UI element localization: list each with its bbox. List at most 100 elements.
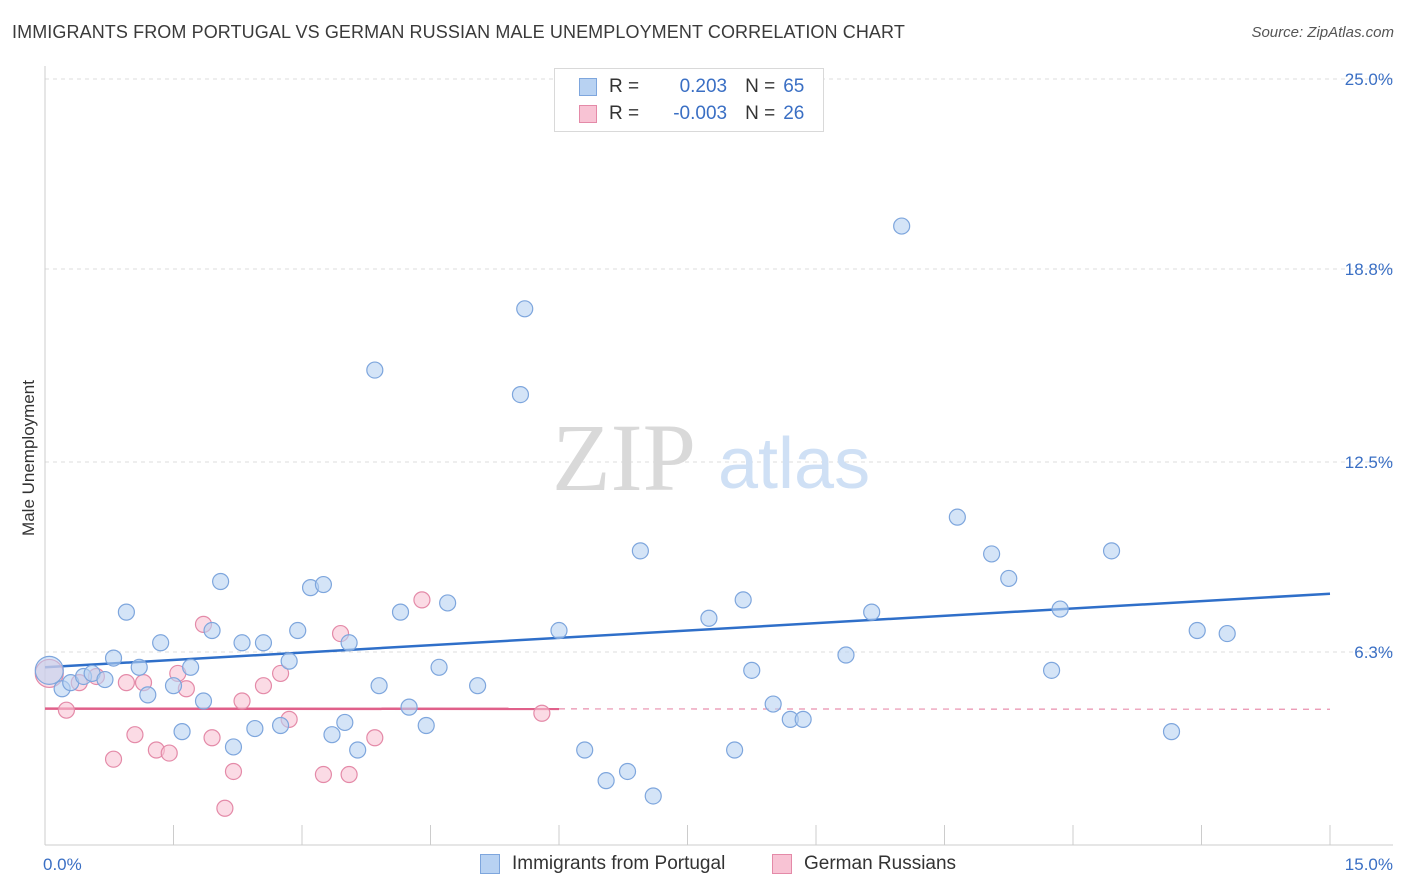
portugal-point-45 <box>644 787 662 805</box>
portugal-point-21 <box>271 716 290 735</box>
portugal-point-59 <box>1042 661 1061 679</box>
portugal-point-48 <box>734 591 752 609</box>
portugal-point-54 <box>863 603 881 621</box>
portugal-point-37 <box>469 677 487 695</box>
legend-n-label: N = <box>745 103 776 124</box>
german-russian-point-13 <box>203 729 221 747</box>
trend-lines <box>44 592 1331 711</box>
portugal-point-43 <box>618 762 637 781</box>
german-russian-point-9 <box>160 744 178 762</box>
german-russian-point-18 <box>271 664 290 683</box>
portugal-point-46 <box>700 609 718 627</box>
portugal-point-47 <box>726 741 744 759</box>
portugal-point-5 <box>96 670 114 689</box>
portugal-point-40 <box>550 621 568 640</box>
portugal-point-11 <box>164 677 183 695</box>
legend-swatch-pink <box>579 105 597 123</box>
portugal-point-38 <box>511 385 530 404</box>
portugal-point-7 <box>117 603 135 621</box>
portugal-point-52 <box>794 710 812 728</box>
portugal-point-35 <box>430 658 448 676</box>
portugal-point-64 <box>1218 624 1236 643</box>
data-points <box>34 217 1236 817</box>
portugal-point-53 <box>837 646 855 664</box>
portugal-point-55 <box>893 217 911 235</box>
portugal-point-41 <box>576 741 594 759</box>
portugal-point-9 <box>139 686 157 704</box>
axes <box>44 66 1393 846</box>
portugal-point-6 <box>104 649 123 667</box>
portugal-point-34 <box>417 716 435 735</box>
german-russian-point-22 <box>340 765 358 784</box>
portugal-point-18 <box>233 634 251 652</box>
portugal-point-31 <box>370 677 388 695</box>
source-label: Source: ZipAtlas.com <box>1251 24 1394 41</box>
y-tick-labels: 6.3% 12.5% 18.8% 25.0% <box>1345 70 1393 662</box>
german-russian-point-4 <box>104 750 123 768</box>
legend-n-value: 65 <box>783 76 805 97</box>
grid-lines <box>45 78 1393 653</box>
portugal-point-8 <box>130 658 148 676</box>
portugal-point-23 <box>289 621 307 640</box>
portugal-point-22 <box>280 652 298 670</box>
legend-row-german-russians: R = -0.003 N = 26 <box>579 102 804 126</box>
watermark-zip: ZIP <box>552 404 696 511</box>
portugal-point-39 <box>516 300 534 318</box>
portugal-point-62 <box>1162 723 1181 741</box>
portugal-point-42 <box>597 772 615 790</box>
y-tick-label-0: 6.3% <box>1354 643 1393 662</box>
portugal-point-49 <box>743 661 761 679</box>
portugal-point-20 <box>254 634 273 652</box>
bottom-legend-portugal: Immigrants from Portugal <box>480 852 725 876</box>
portugal-point-60 <box>1051 600 1069 618</box>
portugal-point-30 <box>366 361 384 379</box>
portugal-point-44 <box>631 542 649 560</box>
portugal-point-25 <box>314 575 333 594</box>
bottom-legend-label-portugal: Immigrants from Portugal <box>512 853 726 874</box>
german-russian-point-17 <box>254 677 273 695</box>
portugal-point-12 <box>173 723 191 741</box>
watermark-atlas: atlas <box>718 424 870 504</box>
portugal-point-0 <box>34 655 64 685</box>
portugal-point-61 <box>1102 542 1121 560</box>
portugal-point-13 <box>182 658 200 676</box>
portugal-point-56 <box>948 508 966 526</box>
german-russian-point-23 <box>366 729 384 747</box>
portugal-point-32 <box>391 603 410 621</box>
chart-title: IMMIGRANTS FROM PORTUGAL VS GERMAN RUSSI… <box>12 22 905 42</box>
portugal-point-50 <box>764 695 782 713</box>
portugal-point-29 <box>349 741 367 759</box>
german-russian-point-24 <box>413 591 431 609</box>
legend-n-value: 26 <box>783 103 805 124</box>
bottom-legend-label-german-russians: German Russians <box>804 853 957 874</box>
german-russian-point-6 <box>126 726 144 744</box>
portugal-point-27 <box>336 713 354 732</box>
german-russian-point-25 <box>533 704 551 722</box>
portugal-point-63 <box>1188 621 1206 640</box>
x-tick-label-1: 15.0% <box>1345 855 1393 874</box>
german-russian-point-14 <box>216 799 234 817</box>
german-russian-point-15 <box>224 762 243 781</box>
portugal-point-33 <box>400 698 418 716</box>
portugal-point-57 <box>983 545 1001 563</box>
legend-r-value: 0.203 <box>679 76 728 97</box>
legend-r-label: R = <box>609 76 640 97</box>
y-axis-label: Male Unemployment <box>19 380 38 536</box>
portugal-trend-line <box>44 592 1331 669</box>
portugal-point-15 <box>203 621 221 640</box>
y-tick-label-3: 25.0% <box>1345 70 1393 89</box>
legend-row-portugal: R = 0.203 N = 65 <box>579 75 804 99</box>
german-russian-point-16 <box>233 692 251 710</box>
portugal-point-26 <box>323 726 341 744</box>
portugal-point-14 <box>194 692 213 710</box>
portugal-point-19 <box>246 719 264 738</box>
stats-legend: R = 0.203 N = 65 R = -0.003 N = 26 <box>554 68 824 132</box>
y-tick-label-2: 18.8% <box>1345 260 1393 279</box>
legend-n-label: N = <box>745 76 776 97</box>
bottom-swatch-blue <box>480 854 500 874</box>
x-tick-label-0: 0.0% <box>43 855 82 874</box>
bottom-legend-german-russians: German Russians <box>772 852 956 876</box>
german-russian-point-1 <box>57 701 76 719</box>
portugal-point-16 <box>212 572 230 591</box>
